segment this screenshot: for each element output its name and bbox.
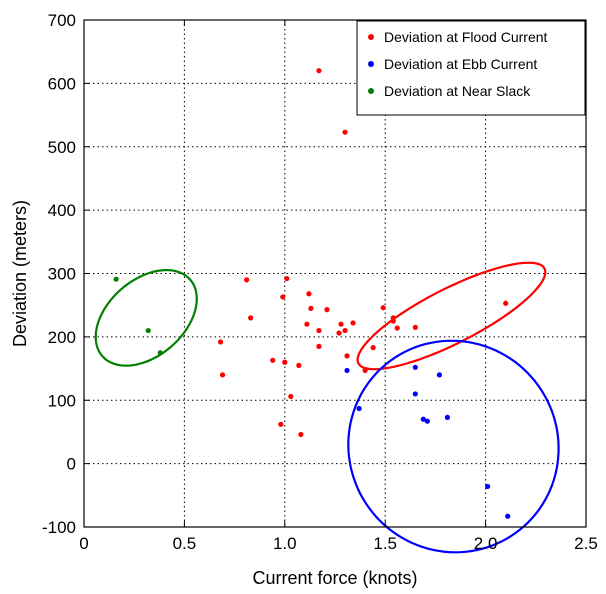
data-point-series-0	[503, 300, 509, 306]
data-point-series-0	[244, 277, 250, 283]
legend-label: Deviation at Ebb Current	[384, 56, 537, 72]
x-tick-label: 2.0	[474, 534, 498, 553]
x-tick-label: 1.0	[273, 534, 297, 553]
cluster-ellipse	[347, 339, 560, 554]
y-tick-label: 400	[48, 201, 76, 220]
data-point-series-1	[505, 513, 511, 519]
data-point-series-0	[316, 68, 322, 74]
data-point-series-1	[356, 405, 362, 412]
data-point-series-0	[296, 362, 302, 368]
data-point-series-1	[485, 483, 491, 490]
cluster-ellipse	[356, 261, 547, 371]
legend-box	[356, 20, 586, 116]
y-tick-label: 300	[48, 265, 76, 284]
data-point-series-0	[278, 421, 284, 427]
data-point-series-0	[344, 353, 350, 359]
data-point-series-0	[390, 318, 396, 324]
x-tick-label: 0.5	[173, 534, 197, 553]
legend-marker	[368, 34, 374, 40]
data-point-series-0	[412, 324, 418, 330]
ellipses	[94, 261, 560, 554]
legend-label: Deviation at Flood Current	[384, 29, 548, 45]
data-point-series-0	[280, 294, 286, 300]
legend-marker	[368, 88, 374, 94]
data-point-series-1	[412, 364, 418, 370]
y-tick-label: 200	[48, 328, 76, 347]
y-tick-label: 700	[48, 11, 76, 30]
y-tick-label: 0	[67, 455, 76, 474]
y-tick-label: -100	[42, 518, 76, 537]
x-axis-title: Current force (knots)	[252, 568, 417, 588]
data-point-series-0	[298, 431, 304, 438]
y-tick-label: 600	[48, 74, 76, 93]
data-point-series-1	[412, 391, 418, 397]
data-point-series-0	[316, 343, 322, 349]
data-point-series-0	[336, 330, 342, 336]
y-axis-title: Deviation (meters)	[10, 200, 30, 347]
data-point-series-0	[350, 320, 356, 326]
data-point-series-0	[342, 327, 348, 334]
data-points	[113, 68, 511, 519]
data-point-series-0	[248, 315, 254, 321]
data-point-series-0	[288, 393, 294, 400]
data-point-series-0	[219, 372, 226, 378]
data-point-series-1	[344, 367, 350, 374]
y-tick-label: 500	[48, 138, 76, 157]
data-point-series-0	[342, 129, 348, 135]
data-point-series-2	[157, 350, 163, 356]
data-point-series-0	[306, 291, 312, 297]
x-tick-label: 2.5	[574, 534, 598, 553]
data-point-series-0	[284, 275, 290, 282]
data-point-series-0	[270, 357, 276, 363]
data-point-series-0	[282, 359, 288, 365]
data-point-series-0	[324, 307, 330, 313]
legend-label: Deviation at Near Slack	[384, 83, 531, 99]
data-point-series-0	[308, 305, 314, 311]
data-point-series-0	[362, 367, 368, 374]
data-point-series-0	[316, 327, 322, 334]
data-point-series-1	[420, 416, 426, 422]
data-point-series-1	[436, 372, 443, 378]
x-tick-label: 1.5	[373, 534, 397, 553]
legend-marker	[368, 61, 374, 67]
y-tick-label: 100	[48, 391, 76, 410]
data-point-series-0	[304, 321, 310, 327]
data-point-series-1	[424, 418, 430, 424]
cluster-ellipse	[94, 269, 198, 367]
axis-ticks: 0 0.5 1.0 1.5 2.0 2.5-10001002003004005006007…	[42, 11, 598, 553]
data-point-series-2	[113, 276, 119, 282]
legend: Deviation at Flood Current Deviation at E…	[356, 20, 586, 116]
data-point-series-1	[444, 414, 451, 420]
data-point-series-2	[145, 327, 151, 334]
data-point-series-0	[394, 325, 400, 331]
data-point-series-0	[338, 321, 344, 327]
data-point-series-0	[217, 339, 224, 345]
data-point-series-0	[370, 345, 376, 351]
x-tick-label: 0	[79, 534, 88, 553]
data-point-series-0	[380, 305, 386, 311]
